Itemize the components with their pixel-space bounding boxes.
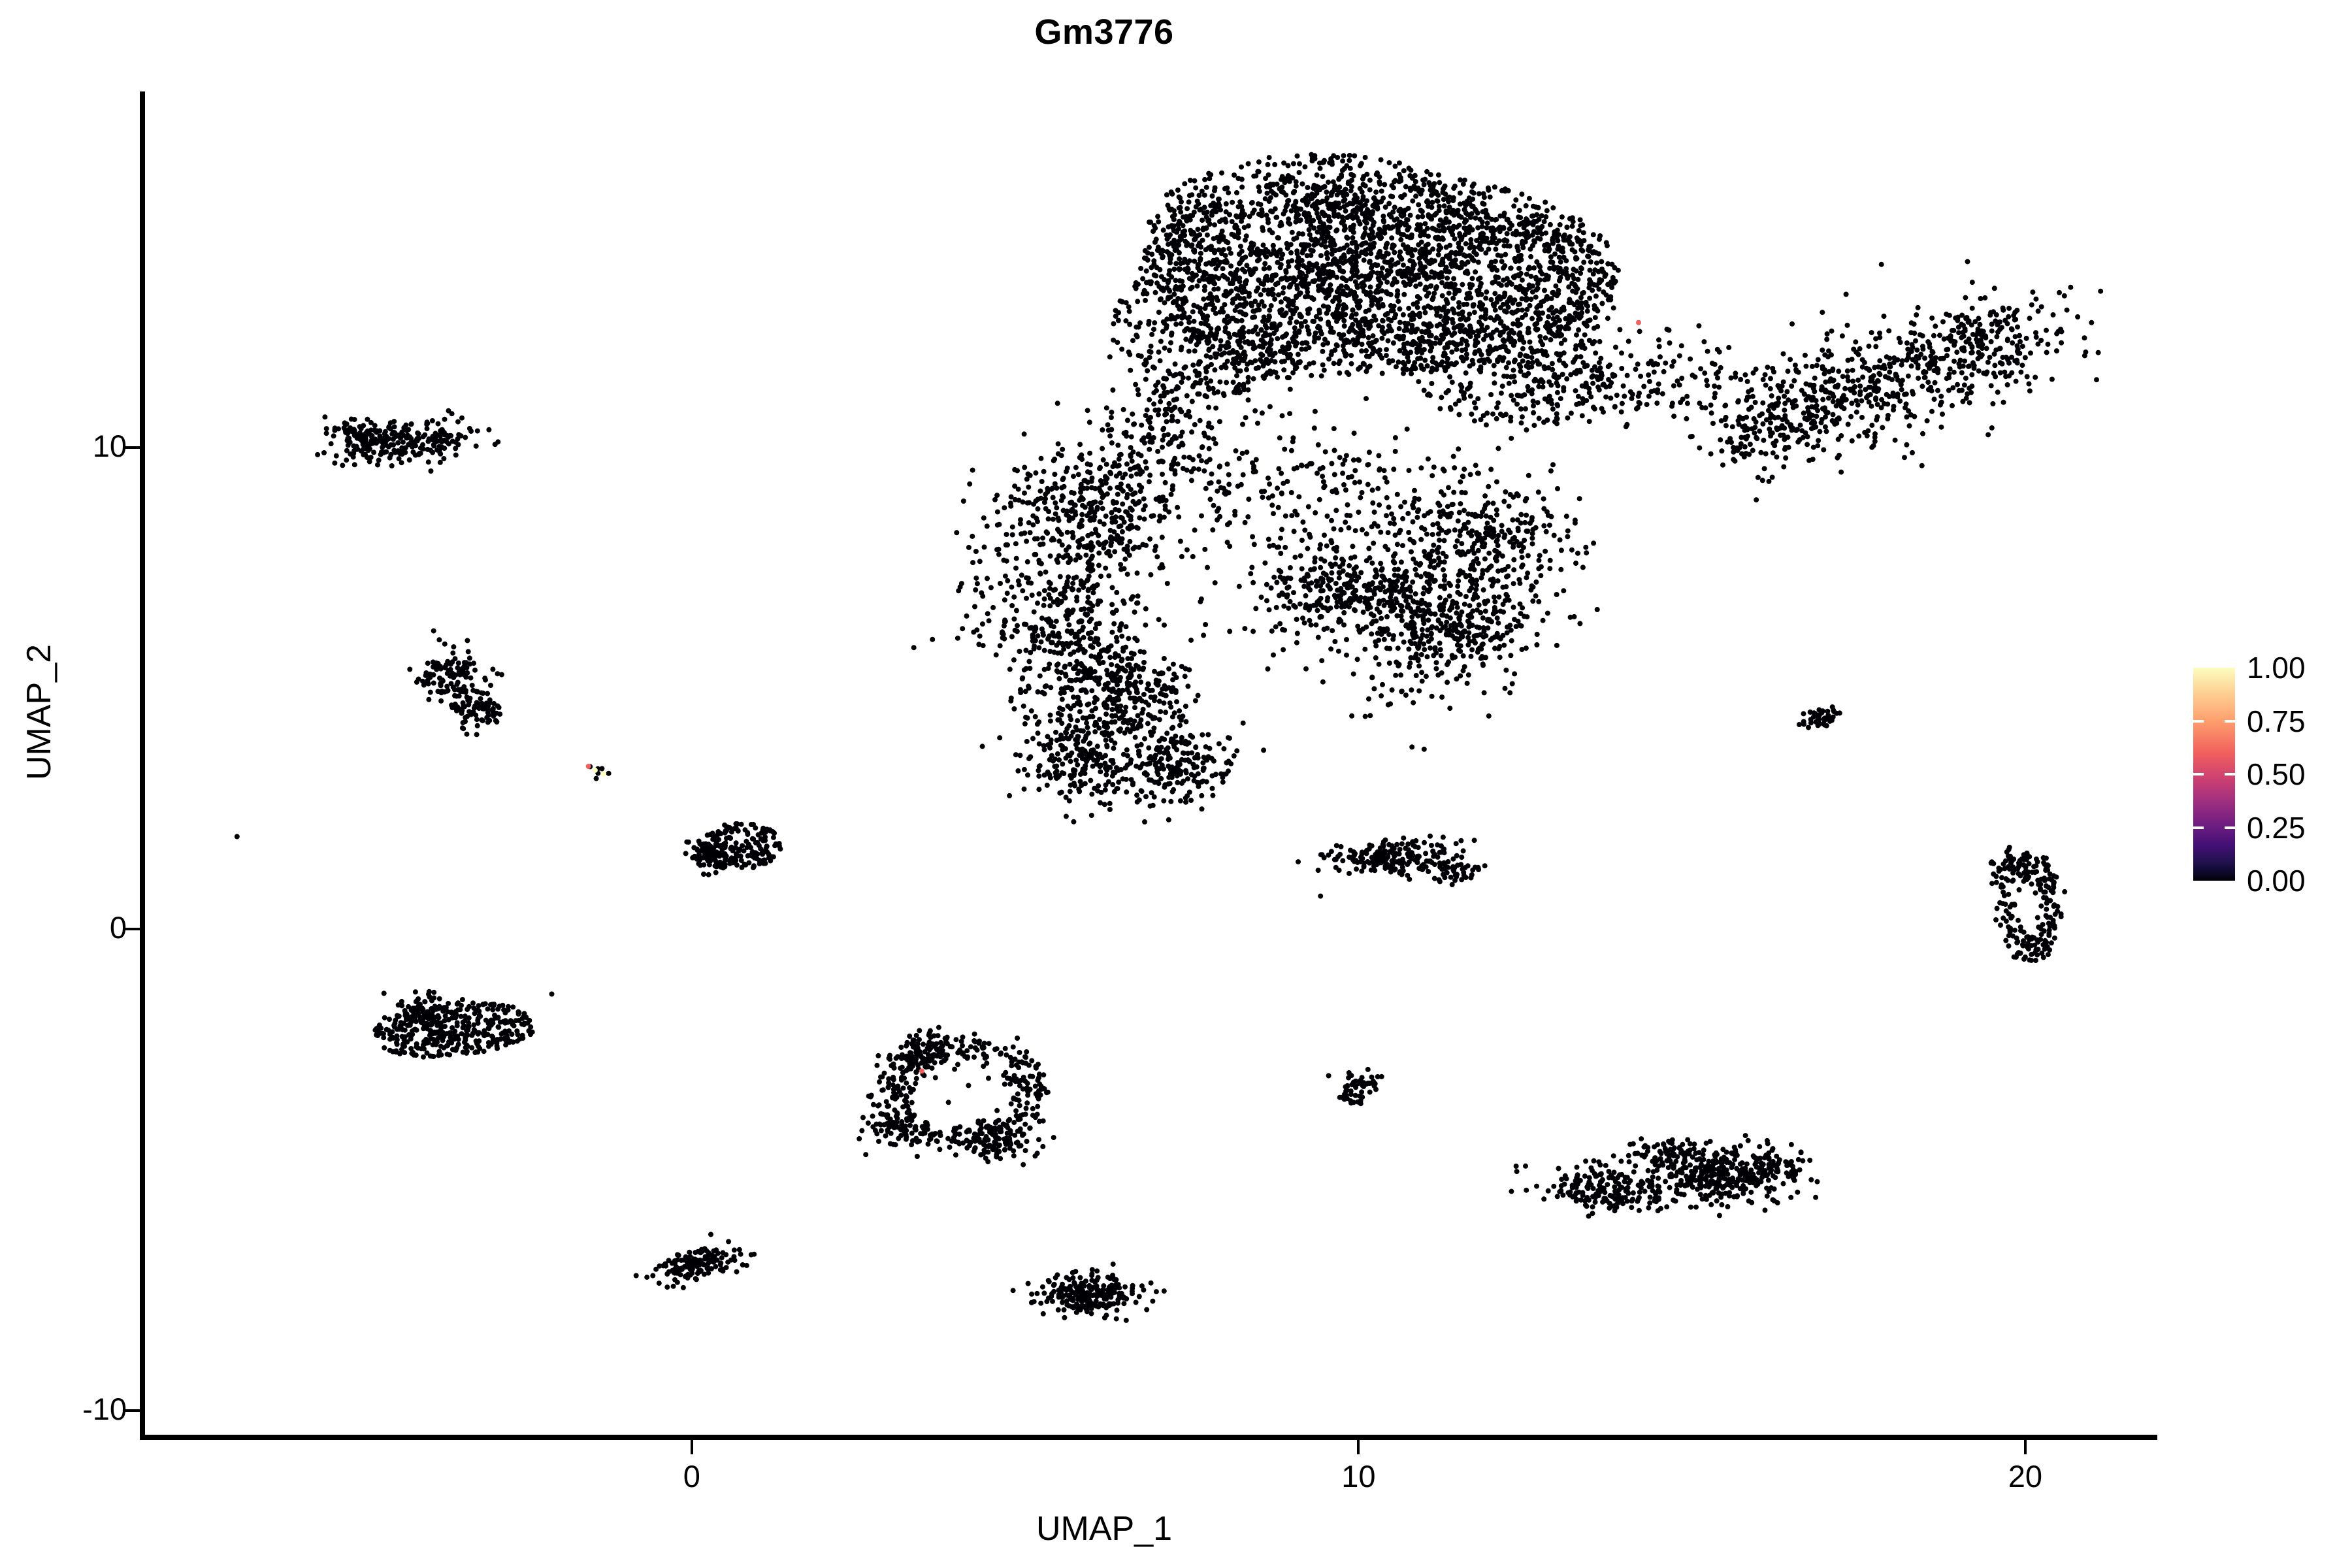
y-axis-title: UMAP_2	[20, 644, 58, 781]
colorbar-tick-label: 0.25	[2247, 810, 2306, 845]
colorbar-tick-label: 0.00	[2247, 864, 2306, 898]
x-axis-line	[140, 1435, 2157, 1440]
colorbar-tick-mark	[2193, 773, 2204, 776]
colorbar-tick-label: 1.00	[2247, 651, 2306, 685]
page-title: Gm3776	[1034, 12, 1174, 52]
legend-colorbar: 1.00 0.75 0.50 0.25 0.00	[2193, 651, 2344, 898]
x-tick-label: 20	[2008, 1459, 2043, 1494]
scatter-points	[234, 152, 2104, 1323]
y-tick-label: 10	[92, 429, 127, 464]
x-axis-title: UMAP_1	[1036, 1510, 1173, 1548]
colorbar-tick-mark	[2225, 719, 2235, 723]
y-axis-line	[140, 91, 145, 1440]
y-tick-label: -10	[82, 1391, 127, 1426]
y-tick-mark	[125, 1409, 140, 1412]
x-tick-mark	[690, 1440, 693, 1454]
colorbar-tick-label: 0.75	[2247, 704, 2306, 738]
y-tick-label: 0	[109, 910, 127, 945]
colorbar-tick-mark	[2225, 773, 2235, 776]
y-tick-mark	[125, 446, 140, 449]
x-tick-label: 0	[683, 1459, 700, 1494]
x-tick-label: 10	[1341, 1459, 1376, 1494]
y-tick-mark	[125, 928, 140, 930]
x-tick-mark	[1357, 1440, 1360, 1454]
colorbar-tick-mark	[2193, 719, 2204, 723]
colorbar-tick-mark	[2225, 826, 2235, 829]
colorbar-tick-mark	[2193, 826, 2204, 829]
colorbar-tick-label: 0.50	[2247, 757, 2306, 791]
x-tick-mark	[2023, 1440, 2027, 1454]
plot-panel	[145, 91, 2159, 1439]
